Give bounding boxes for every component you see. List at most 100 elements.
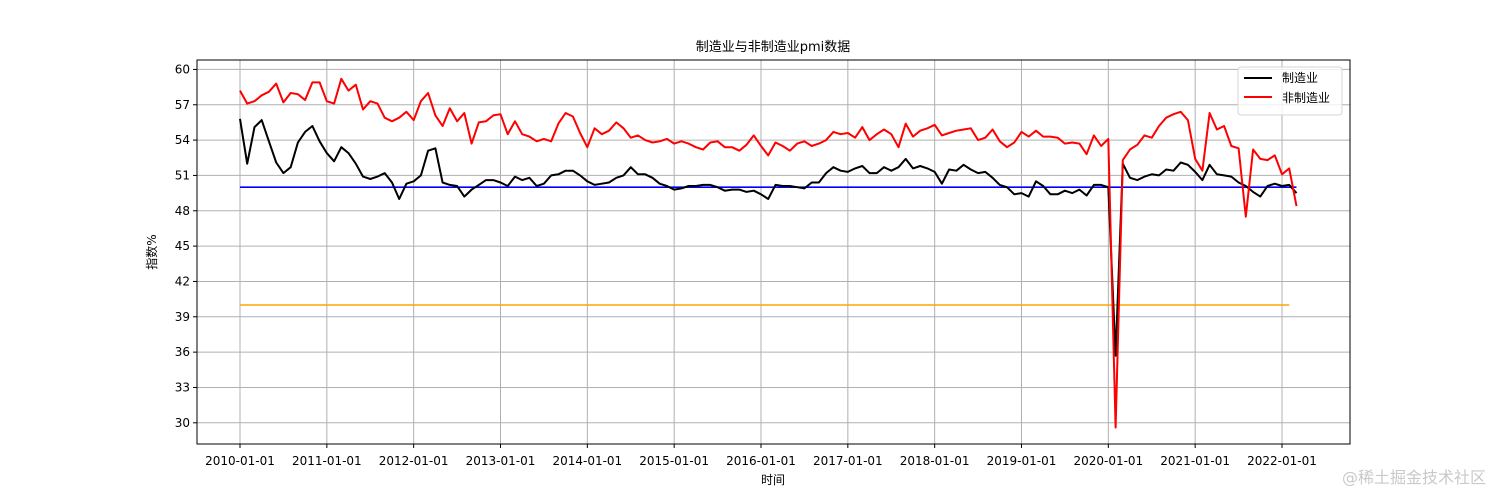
data-point — [724, 147, 725, 148]
data-point — [1086, 154, 1087, 155]
data-point — [1166, 169, 1167, 170]
data-point — [797, 143, 798, 144]
data-point — [261, 95, 262, 96]
data-point — [912, 136, 913, 137]
data-point — [920, 130, 921, 131]
data-point — [905, 158, 906, 159]
data-point — [1079, 189, 1080, 190]
data-point — [978, 140, 979, 141]
data-point — [811, 145, 812, 146]
data-point — [1050, 136, 1051, 137]
data-point — [963, 129, 964, 130]
data-point — [1274, 183, 1275, 184]
data-point — [703, 149, 704, 150]
data-point — [594, 184, 595, 185]
data-point — [1144, 135, 1145, 136]
data-point — [970, 169, 971, 170]
data-point — [305, 100, 306, 101]
data-point — [290, 92, 291, 93]
y-tick-label: 45 — [175, 239, 190, 253]
data-point — [818, 143, 819, 144]
data-point — [985, 171, 986, 172]
data-point — [891, 170, 892, 171]
data-point — [1289, 168, 1290, 169]
data-point — [406, 111, 407, 112]
data-point — [543, 183, 544, 184]
data-point — [630, 167, 631, 168]
data-point — [1115, 355, 1116, 356]
data-point — [529, 136, 530, 137]
data-point — [840, 134, 841, 135]
data-point — [732, 147, 733, 148]
data-point — [782, 186, 783, 187]
data-point — [601, 183, 602, 184]
data-point — [254, 127, 255, 128]
data-point — [370, 101, 371, 102]
data-point — [1282, 174, 1283, 175]
data-point — [833, 131, 834, 132]
y-axis-label: 指数% — [144, 234, 159, 269]
legend-label-non-manufacturing: 非制造业 — [1282, 91, 1330, 105]
data-point — [869, 173, 870, 174]
data-point — [507, 134, 508, 135]
data-point — [522, 180, 523, 181]
data-point — [341, 78, 342, 79]
data-point — [514, 176, 515, 177]
data-point — [645, 140, 646, 141]
data-point — [377, 176, 378, 177]
data-point — [428, 150, 429, 151]
data-point — [826, 173, 827, 174]
data-point — [384, 173, 385, 174]
data-point — [551, 175, 552, 176]
data-point — [1043, 186, 1044, 187]
data-point — [457, 186, 458, 187]
data-point — [703, 184, 704, 185]
data-point — [630, 137, 631, 138]
data-point — [616, 122, 617, 123]
data-point — [999, 184, 1000, 185]
data-point — [1296, 206, 1297, 207]
watermark: @稀土掘金技术社区 — [1341, 468, 1486, 487]
data-point — [1158, 125, 1159, 126]
data-point — [413, 120, 414, 121]
data-point — [637, 135, 638, 136]
series-line — [239, 77, 1298, 429]
data-point — [847, 171, 848, 172]
data-point — [1064, 190, 1065, 191]
data-point — [905, 123, 906, 124]
data-point — [637, 174, 638, 175]
data-point — [391, 182, 392, 183]
data-point — [1093, 184, 1094, 185]
data-point — [334, 161, 335, 162]
data-point — [1093, 135, 1094, 136]
data-point — [1238, 148, 1239, 149]
data-point — [240, 90, 241, 91]
data-point — [1043, 136, 1044, 137]
data-point — [1289, 184, 1290, 185]
data-point — [609, 182, 610, 183]
data-point — [623, 128, 624, 129]
data-point — [420, 101, 421, 102]
data-point — [1014, 194, 1015, 195]
data-point — [399, 198, 400, 199]
data-point — [1057, 194, 1058, 195]
data-point — [594, 128, 595, 129]
data-point — [1245, 186, 1246, 187]
plot-frame — [196, 59, 1351, 445]
data-point — [522, 134, 523, 135]
data-point — [580, 133, 581, 134]
y-tick-label: 54 — [175, 133, 190, 147]
x-axis-ticks: 2010-01-01 2011-01-01 2012-01-01 2013-01-01… — [205, 444, 1317, 468]
data-point — [377, 103, 378, 104]
data-point — [1050, 194, 1051, 195]
data-point — [312, 82, 313, 83]
data-point — [833, 167, 834, 168]
data-point — [326, 101, 327, 102]
data-point — [355, 163, 356, 164]
data-point — [464, 196, 465, 197]
data-point — [884, 129, 885, 130]
data-point — [551, 141, 552, 142]
data-point — [1173, 114, 1174, 115]
chart-title: 制造业与非制造业pmi数据 — [696, 40, 851, 55]
data-point — [789, 150, 790, 151]
